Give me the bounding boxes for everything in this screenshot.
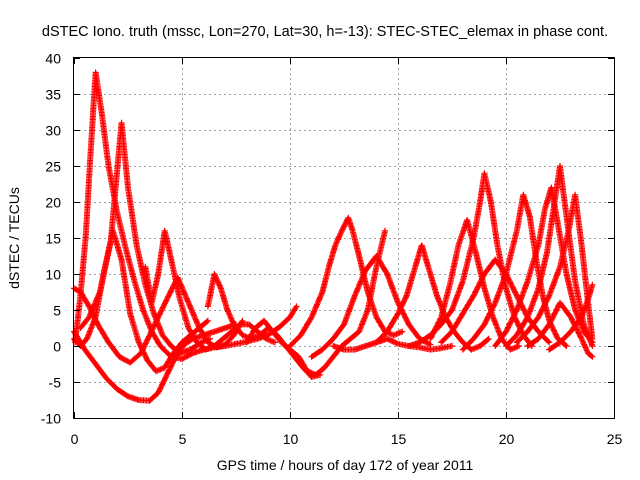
chart-title: dSTEC Iono. truth (mssc, Lon=270, Lat=30… — [42, 24, 608, 40]
y-tick-label: 25 — [45, 159, 61, 175]
data-point-markers — [546, 281, 596, 353]
data-point-markers — [513, 191, 596, 346]
data-point-markers — [524, 299, 596, 360]
y-tick-label: 35 — [45, 87, 61, 103]
data-point-markers — [438, 256, 553, 346]
data-point-markers — [142, 227, 278, 353]
y-tick-label: 0 — [53, 339, 61, 355]
y-axis-label: dSTEC / TECUs — [6, 187, 22, 289]
x-tick-label: 20 — [499, 431, 515, 447]
axis-ticks — [74, 58, 615, 419]
y-tick-label: -5 — [49, 375, 62, 391]
x-tick-labels: 0 5 10 15 20 25 — [71, 431, 623, 447]
y-tick-label: 10 — [45, 267, 61, 283]
y-tick-label: 5 — [53, 303, 61, 319]
data-series — [524, 299, 596, 360]
plot-frame — [73, 57, 615, 419]
y-tick-label: -10 — [41, 411, 61, 427]
x-tick-label: 0 — [71, 431, 79, 447]
data-series — [513, 191, 596, 346]
data-points — [71, 69, 596, 404]
data-series — [287, 214, 406, 349]
y-tick-label: 40 — [45, 51, 61, 67]
data-series — [438, 256, 553, 346]
data-series — [142, 227, 278, 353]
x-tick-label: 15 — [391, 431, 407, 447]
y-tick-labels: -10 -5 0 5 10 15 20 25 30 35 40 — [41, 51, 61, 427]
y-tick-label: 15 — [45, 231, 61, 247]
x-tick-label: 25 — [607, 431, 623, 447]
y-tick-label: 20 — [45, 195, 61, 211]
data-series — [546, 281, 596, 353]
y-tick-label: 30 — [45, 123, 61, 139]
data-point-markers — [287, 214, 406, 349]
x-tick-label: 10 — [283, 431, 299, 447]
x-tick-label: 5 — [179, 431, 187, 447]
x-axis-label: GPS time / hours of day 172 of year 2011 — [217, 457, 474, 473]
